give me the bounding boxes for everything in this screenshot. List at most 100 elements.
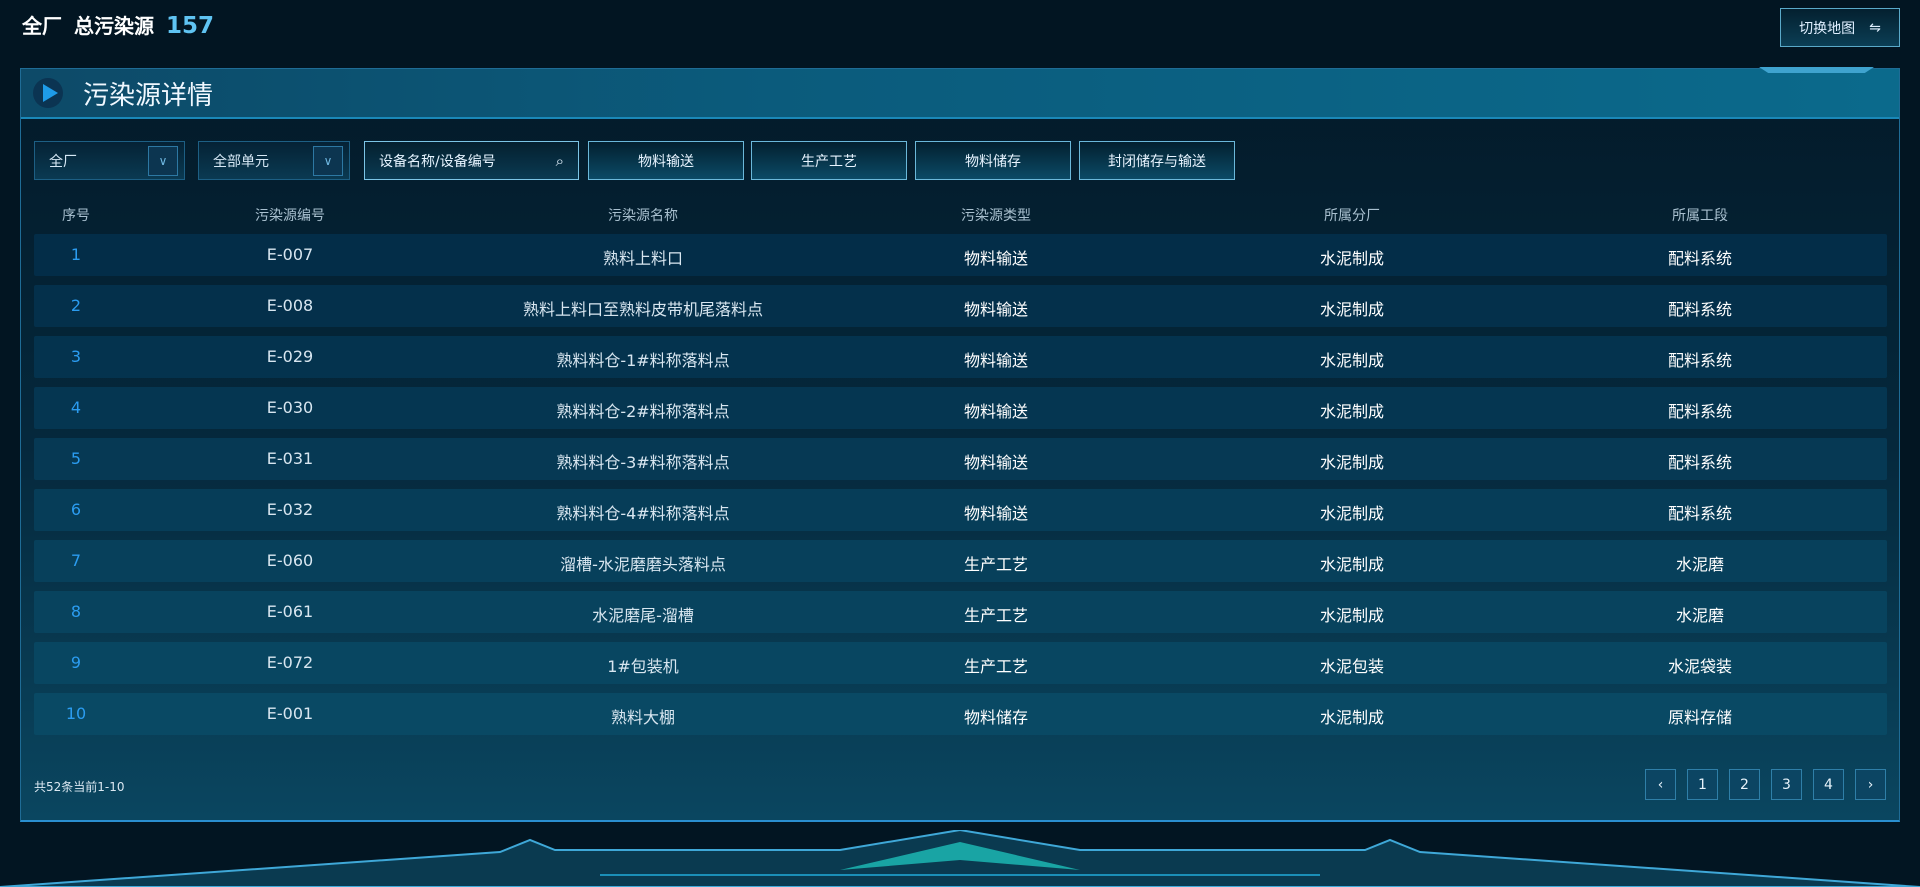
row-name: 水泥磨尾-溜槽 (592, 606, 694, 625)
row-section: 水泥袋装 (1667, 657, 1733, 676)
row-type: 生产工艺 (963, 606, 1029, 625)
row-index: 8 (70, 602, 82, 621)
row-index: 6 (70, 500, 82, 519)
row-index: 9 (70, 653, 82, 672)
search-placeholder: 设备名称/设备编号 (379, 153, 496, 170)
next-page-button[interactable]: › (1855, 769, 1886, 800)
row-name: 熟料上料口 (602, 249, 684, 268)
header-type: 污染源类型 (961, 208, 1031, 224)
table-row[interactable]: 5 E-031 熟料料仓-3#料称落料点 物料输送 水泥制成 配料系统 (34, 438, 1887, 480)
row-factory: 水泥制成 (1319, 402, 1385, 421)
table-row[interactable]: 8 E-061 水泥磨尾-溜槽 生产工艺 水泥制成 水泥磨 (34, 591, 1887, 633)
table-row[interactable]: 6 E-032 熟料料仓-4#料称落料点 物料输送 水泥制成 配料系统 (34, 489, 1887, 531)
row-code: E-030 (266, 398, 314, 417)
row-section: 配料系统 (1667, 351, 1733, 370)
row-type: 物料输送 (963, 300, 1029, 319)
play-icon (33, 78, 63, 108)
row-type: 物料输送 (963, 504, 1029, 523)
page-4-button[interactable]: 4 (1813, 769, 1844, 800)
pollution-source-panel: 污染源详情 全厂 ∨ 全部单元 ∨ 设备名称/设备编号 ⌕ 物料输送 生产工艺 … (20, 67, 1900, 822)
switch-map-button[interactable]: 切换地图 ⇋ (1780, 8, 1900, 47)
row-factory: 水泥制成 (1319, 504, 1385, 523)
row-section: 配料系统 (1667, 249, 1733, 268)
row-type: 物料储存 (963, 708, 1029, 727)
row-section: 配料系统 (1667, 504, 1733, 523)
row-name: 熟料大棚 (610, 708, 676, 727)
row-name: 熟料料仓-1#料称落料点 (556, 351, 730, 370)
footer-decoration (0, 830, 1920, 887)
chevron-down-icon[interactable]: ∨ (313, 146, 343, 176)
table-header: 序号 污染源编号 污染源名称 污染源类型 所属分厂 所属工段 (34, 205, 1887, 225)
row-factory: 水泥制成 (1319, 351, 1385, 370)
row-code: E-060 (266, 551, 314, 570)
table-row[interactable]: 3 E-029 熟料料仓-1#料称落料点 物料输送 水泥制成 配料系统 (34, 336, 1887, 378)
row-name: 熟料料仓-4#料称落料点 (556, 504, 730, 523)
row-name: 1#包装机 (607, 657, 679, 676)
unit-select[interactable]: 全部单元 ∨ (198, 141, 350, 180)
row-factory: 水泥制成 (1319, 453, 1385, 472)
row-name: 溜槽-水泥磨磨头落料点 (560, 555, 726, 574)
row-code: E-031 (266, 449, 314, 468)
row-name: 熟料料仓-2#料称落料点 (556, 402, 730, 421)
chevron-down-icon[interactable]: ∨ (148, 146, 178, 176)
filter-button-production-process[interactable]: 生产工艺 (751, 141, 907, 180)
table-row[interactable]: 2 E-008 熟料上料口至熟料皮带机尾落料点 物料输送 水泥制成 配料系统 (34, 285, 1887, 327)
switch-map-label: 切换地图 (1799, 20, 1856, 37)
row-type: 物料输送 (963, 453, 1029, 472)
panel-header: 污染源详情 (21, 67, 1899, 119)
row-section: 原料存储 (1667, 708, 1733, 727)
page-3-button[interactable]: 3 (1771, 769, 1802, 800)
pagination: ‹ 1 2 3 4 › (1645, 769, 1886, 800)
search-icon[interactable]: ⌕ (555, 151, 564, 170)
table-row[interactable]: 10 E-001 熟料大棚 物料储存 水泥制成 原料存储 (34, 693, 1887, 735)
total-count: 157 (166, 13, 215, 39)
row-type: 物料输送 (963, 351, 1029, 370)
table-row[interactable]: 4 E-030 熟料料仓-2#料称落料点 物料输送 水泥制成 配料系统 (34, 387, 1887, 429)
row-index: 1 (70, 245, 82, 264)
page-1-button[interactable]: 1 (1687, 769, 1718, 800)
row-factory: 水泥制成 (1319, 249, 1385, 268)
row-code: E-061 (266, 602, 314, 621)
row-code: E-007 (266, 245, 314, 264)
prev-page-button[interactable]: ‹ (1645, 769, 1676, 800)
row-section: 水泥磨 (1675, 606, 1725, 625)
row-index: 4 (70, 398, 82, 417)
header-index: 序号 (62, 208, 90, 224)
row-code: E-008 (266, 296, 314, 315)
table-row[interactable]: 7 E-060 溜槽-水泥磨磨头落料点 生产工艺 水泥制成 水泥磨 (34, 540, 1887, 582)
table-row[interactable]: 9 E-072 1#包装机 生产工艺 水泥包装 水泥袋装 (34, 642, 1887, 684)
row-type: 物料输送 (963, 249, 1029, 268)
row-name: 熟料料仓-3#料称落料点 (556, 453, 730, 472)
header-name: 污染源名称 (608, 208, 678, 224)
row-code: E-032 (266, 500, 314, 519)
page-2-button[interactable]: 2 (1729, 769, 1760, 800)
row-factory: 水泥制成 (1319, 708, 1385, 727)
unit-select-value: 全部单元 (213, 153, 269, 170)
factory-select-value: 全厂 (49, 153, 77, 170)
filter-button-material-storage[interactable]: 物料储存 (915, 141, 1071, 180)
row-type: 物料输送 (963, 402, 1029, 421)
scope-label: 全厂 (22, 14, 62, 38)
factory-select[interactable]: 全厂 ∨ (34, 141, 185, 180)
row-code: E-029 (266, 347, 314, 366)
header-decoration (1759, 67, 1874, 73)
row-factory: 水泥制成 (1319, 606, 1385, 625)
page-header: 全厂 总污染源 157 (22, 10, 214, 39)
filter-button-closed-storage[interactable]: 封闭储存与输送 (1079, 141, 1235, 180)
search-input[interactable]: 设备名称/设备编号 ⌕ (364, 141, 579, 180)
row-code: E-001 (266, 704, 314, 723)
header-factory: 所属分厂 (1324, 208, 1380, 224)
swap-arrows-icon: ⇋ (1869, 19, 1881, 36)
table-row[interactable]: 1 E-007 熟料上料口 物料输送 水泥制成 配料系统 (34, 234, 1887, 276)
row-code: E-072 (266, 653, 314, 672)
row-section: 配料系统 (1667, 402, 1733, 421)
filter-button-material-transport[interactable]: 物料输送 (588, 141, 744, 180)
panel-title: 污染源详情 (83, 80, 214, 111)
header-section: 所属工段 (1672, 208, 1728, 224)
row-factory: 水泥包装 (1319, 657, 1385, 676)
row-index: 2 (70, 296, 82, 315)
row-factory: 水泥制成 (1319, 300, 1385, 319)
row-index: 7 (70, 551, 82, 570)
row-type: 生产工艺 (963, 657, 1029, 676)
row-factory: 水泥制成 (1319, 555, 1385, 574)
